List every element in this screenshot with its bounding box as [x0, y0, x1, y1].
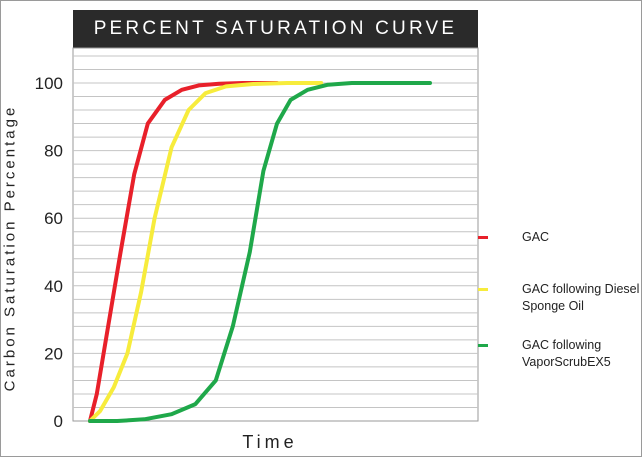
x-axis-label: Time: [242, 432, 298, 452]
legend-label-line2: VaporScrubEX5: [522, 355, 611, 369]
legend-label-line1: GAC following Diesel: [522, 282, 640, 296]
legend-label-line2: Sponge Oil: [522, 299, 584, 313]
legend-swatch-vaporscrubex5: [478, 344, 488, 347]
legend-label-line1: GAC following: [522, 338, 602, 352]
legend-swatch-gac: [478, 236, 488, 239]
legend-item-diesel-sponge-oil: GAC following Diesel Sponge Oil: [522, 281, 639, 315]
y-tick-label: 100: [35, 74, 63, 93]
chart-title: PERCENT SATURATION CURVE: [73, 10, 478, 48]
y-tick-label: 40: [44, 277, 63, 296]
legend-item-vaporscrubex5: GAC following VaporScrubEX5: [522, 337, 611, 371]
y-tick-label: 20: [44, 344, 63, 363]
y-tick-label: 0: [54, 412, 63, 431]
legend-swatch-diesel-sponge-oil: [478, 288, 488, 291]
y-tick-label: 60: [44, 209, 63, 228]
y-tick-label: 80: [44, 142, 63, 161]
series-line-0: [88, 81, 279, 423]
series-line-1: [88, 81, 324, 423]
legend-item-gac: GAC: [522, 229, 549, 246]
plot-area: [72, 47, 479, 422]
series-line-2: [88, 81, 432, 423]
legend-label-line1: GAC: [522, 230, 550, 244]
